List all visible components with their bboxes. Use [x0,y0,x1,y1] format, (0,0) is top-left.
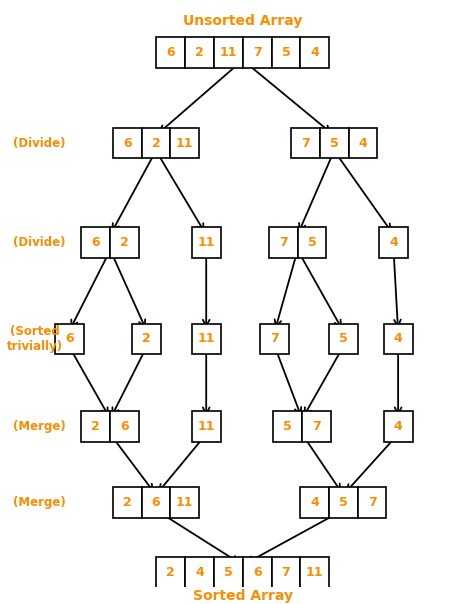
Bar [329,487,358,518]
Text: 2: 2 [195,46,204,59]
Text: 11: 11 [219,46,237,59]
Bar [110,411,139,442]
Text: 7: 7 [279,236,288,249]
Text: 7: 7 [253,46,262,59]
Text: 4: 4 [358,137,367,150]
Text: 4: 4 [310,46,319,59]
Bar [170,487,199,518]
Bar [243,37,272,68]
Bar [329,324,358,354]
Bar [358,487,386,518]
Text: 4: 4 [394,420,402,433]
Text: 2: 2 [143,332,151,345]
Text: 4: 4 [394,332,402,345]
Bar [379,227,408,257]
Text: 6: 6 [123,137,131,150]
Bar [185,557,214,588]
Text: 6: 6 [152,496,160,509]
Text: 7: 7 [301,137,310,150]
Text: 11: 11 [306,566,323,579]
Text: 6: 6 [65,332,73,345]
Bar [82,411,110,442]
Bar [291,128,320,158]
Text: 7: 7 [282,566,290,579]
Bar [272,37,301,68]
Bar [113,487,142,518]
Bar [192,411,220,442]
Text: 11: 11 [198,236,215,249]
Text: 5: 5 [339,496,347,509]
Text: 7: 7 [368,496,376,509]
Bar [272,557,301,588]
Text: 6: 6 [253,566,262,579]
Bar [269,227,298,257]
Text: 11: 11 [176,496,193,509]
Bar [301,557,329,588]
Text: 7: 7 [270,332,279,345]
Bar [302,411,331,442]
Bar [214,557,243,588]
Bar [113,128,142,158]
Bar [170,128,199,158]
Bar [132,324,161,354]
Text: (Merge): (Merge) [13,420,66,433]
Text: 11: 11 [198,420,215,433]
Bar [273,411,302,442]
Bar [82,227,110,257]
Text: (Divide): (Divide) [13,137,66,150]
Bar [300,487,329,518]
Text: 5: 5 [282,46,290,59]
Bar [192,227,220,257]
Bar [156,37,185,68]
Bar [142,128,170,158]
Bar [260,324,289,354]
Bar [214,37,243,68]
Bar [192,324,220,354]
Bar [384,324,412,354]
Bar [298,227,327,257]
Text: 4: 4 [389,236,398,249]
Text: (Sorted
trivially): (Sorted trivially) [7,325,63,353]
Bar [55,324,83,354]
Text: 11: 11 [198,332,215,345]
Bar [243,557,272,588]
Text: Sorted Array: Sorted Array [193,589,293,603]
Text: 4: 4 [195,566,204,579]
Text: (Divide): (Divide) [13,236,66,249]
Text: 6: 6 [120,420,129,433]
Text: (Merge): (Merge) [13,496,66,509]
Bar [185,37,214,68]
Text: 5: 5 [308,236,316,249]
Bar [301,37,329,68]
Text: Unsorted Array: Unsorted Array [183,14,302,28]
Text: 6: 6 [91,236,100,249]
Text: 2: 2 [91,420,100,433]
Text: 5: 5 [224,566,233,579]
Text: 7: 7 [312,420,321,433]
Text: 4: 4 [310,496,319,509]
Bar [384,411,412,442]
Bar [142,487,170,518]
Text: 2: 2 [120,236,129,249]
Text: 5: 5 [339,332,347,345]
Text: 2: 2 [152,137,160,150]
Text: 6: 6 [166,46,175,59]
Bar [110,227,139,257]
Bar [348,128,377,158]
Text: 5: 5 [330,137,338,150]
Bar [156,557,185,588]
Bar [320,128,348,158]
Text: 5: 5 [283,420,292,433]
Text: 2: 2 [123,496,132,509]
Text: 11: 11 [176,137,193,150]
Text: 2: 2 [166,566,175,579]
